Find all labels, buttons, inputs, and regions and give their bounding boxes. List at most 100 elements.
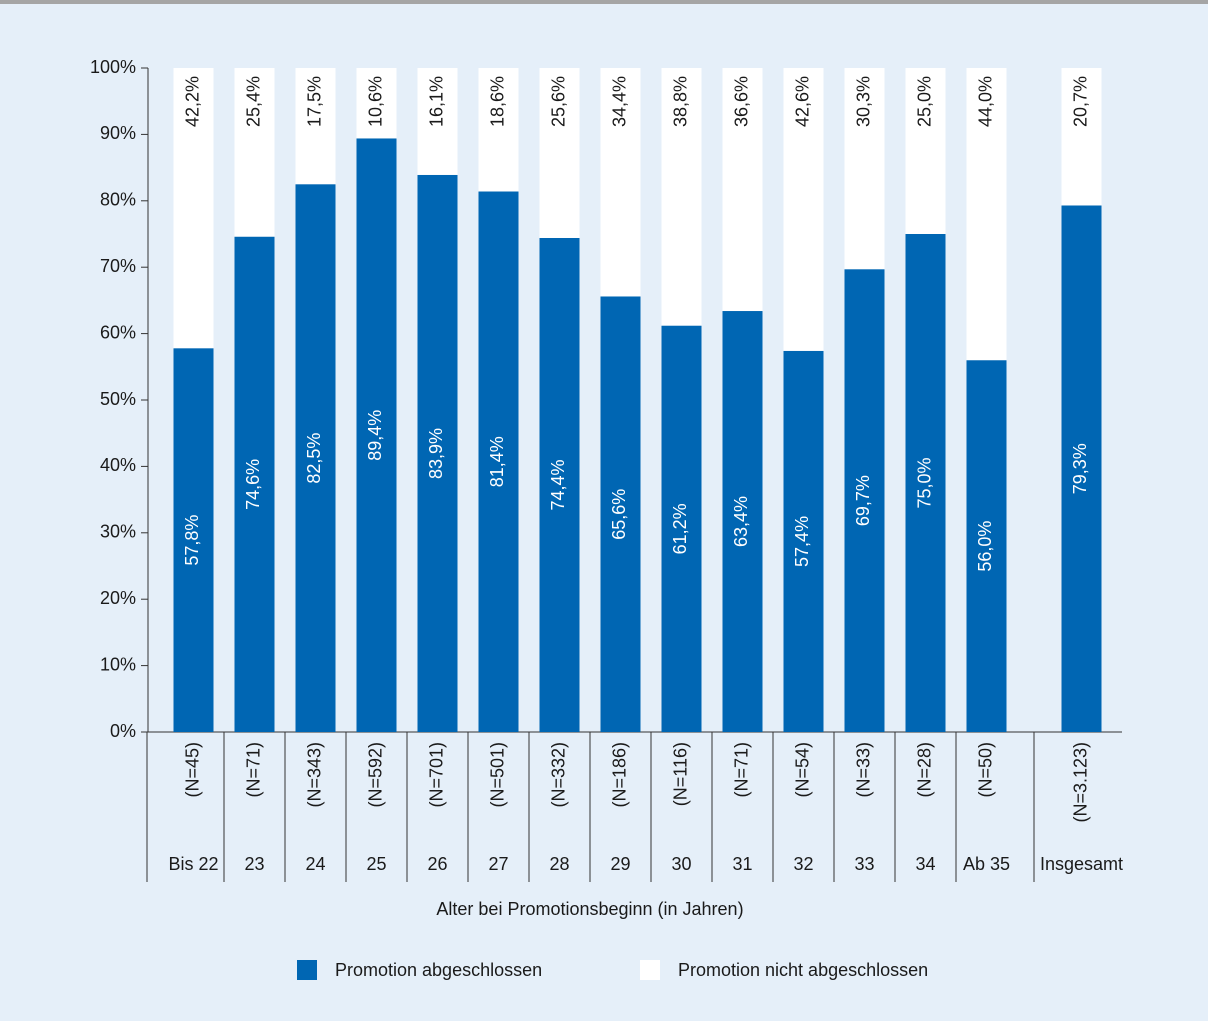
x-tick-label: Insgesamt (1040, 854, 1123, 874)
bar-segment (966, 360, 1007, 732)
value-label: 69,7% (853, 475, 873, 526)
bar-segment (1061, 68, 1102, 206)
x-tick-label: 25 (366, 854, 386, 874)
y-tick-label: 30% (100, 522, 136, 542)
x-tick-label: Ab 35 (963, 854, 1010, 874)
y-tick-label: 60% (100, 322, 136, 342)
x-tick-label: 31 (732, 854, 752, 874)
n-label: (N=186) (609, 742, 629, 808)
n-label: (N=54) (792, 742, 812, 798)
value-label: 82,5% (304, 433, 324, 484)
n-label: (N=50) (975, 742, 995, 798)
bar-segment (234, 236, 275, 732)
n-label: (N=28) (914, 742, 934, 798)
value-label: 25,0% (914, 76, 934, 127)
value-label: 74,6% (243, 459, 263, 510)
value-label: 30,3% (853, 76, 873, 127)
bar-segment (356, 68, 397, 139)
bar-segment (783, 350, 824, 732)
x-tick-label: 28 (549, 854, 569, 874)
legend-swatch (640, 960, 660, 980)
legend-swatch (297, 960, 317, 980)
x-tick-label: Bis 22 (168, 854, 218, 874)
y-tick-label: 70% (100, 256, 136, 276)
bar-segment (173, 68, 214, 349)
bar-segment (600, 296, 641, 732)
n-label: (N=701) (426, 742, 446, 808)
bar-segment (844, 68, 885, 270)
bar-segment (234, 68, 275, 237)
value-label: 57,4% (792, 516, 812, 567)
value-label: 83,9% (426, 428, 446, 479)
bar-segment (539, 68, 580, 238)
value-label: 25,6% (548, 76, 568, 127)
bar-segment (173, 348, 214, 732)
n-label: (N=332) (548, 742, 568, 808)
value-label: 89,4% (365, 410, 385, 461)
value-label: 18,6% (487, 76, 507, 127)
n-label: (N=116) (670, 742, 690, 806)
value-label: 56,0% (975, 521, 995, 572)
y-tick-label: 100% (90, 57, 136, 77)
value-label: 17,5% (304, 76, 324, 127)
value-label: 44,0% (975, 76, 995, 127)
bar-segment (722, 68, 763, 312)
value-label: 57,8% (182, 515, 202, 566)
y-tick-label: 40% (100, 455, 136, 475)
y-tick-label: 20% (100, 588, 136, 608)
value-label: 38,8% (670, 76, 690, 127)
n-label: (N=45) (182, 742, 202, 798)
bar-segment (539, 237, 580, 732)
value-label: 42,6% (792, 76, 812, 127)
bar-segment (905, 68, 946, 234)
value-label: 42,2% (182, 76, 202, 127)
value-label: 34,4% (609, 76, 629, 127)
bar-segment (966, 68, 1007, 361)
bar-segment (295, 184, 336, 732)
y-tick-label: 50% (100, 389, 136, 409)
legend-label: Promotion abgeschlossen (335, 960, 542, 980)
n-label: (N=501) (487, 742, 507, 808)
y-tick-label: 80% (100, 190, 136, 210)
x-tick-label: 23 (244, 854, 264, 874)
bar-segment (661, 68, 702, 326)
value-label: 75,0% (914, 457, 934, 508)
bar-segment (661, 325, 702, 732)
x-tick-label: 34 (915, 854, 935, 874)
x-tick-label: 29 (610, 854, 630, 874)
legend-label: Promotion nicht abgeschlossen (678, 960, 928, 980)
y-tick-label: 90% (100, 123, 136, 143)
value-label: 16,1% (426, 76, 446, 127)
bar-segment (356, 138, 397, 732)
x-tick-label: 26 (427, 854, 447, 874)
value-label: 81,4% (487, 436, 507, 487)
x-tick-label: 24 (305, 854, 325, 874)
x-tick-label: 30 (671, 854, 691, 874)
n-label: (N=343) (304, 742, 324, 808)
value-label: 61,2% (670, 503, 690, 554)
value-label: 25,4% (243, 76, 263, 127)
bar-segment (478, 191, 519, 732)
bar-segment (783, 68, 824, 351)
y-tick-label: 10% (100, 654, 136, 674)
value-label: 63,4% (731, 496, 751, 547)
bar-segment (1061, 205, 1102, 732)
bar-segment (600, 68, 641, 297)
x-tick-label: 32 (793, 854, 813, 874)
bar-segment (722, 311, 763, 732)
n-label: (N=71) (731, 742, 751, 798)
y-tick-label: 0% (110, 721, 136, 741)
n-label: (N=3.123) (1070, 742, 1090, 823)
value-label: 65,6% (609, 489, 629, 540)
value-label: 20,7% (1070, 76, 1090, 127)
value-label: 74,4% (548, 459, 568, 510)
bar-segment (295, 68, 336, 185)
bar-segment (905, 234, 946, 732)
x-axis-title: Alter bei Promotionsbeginn (in Jahren) (436, 899, 743, 919)
bar-segment (417, 68, 458, 175)
value-label: 36,6% (731, 76, 751, 127)
value-label: 79,3% (1070, 443, 1090, 494)
bar-segment (417, 174, 458, 733)
value-label: 10,6% (365, 76, 385, 127)
